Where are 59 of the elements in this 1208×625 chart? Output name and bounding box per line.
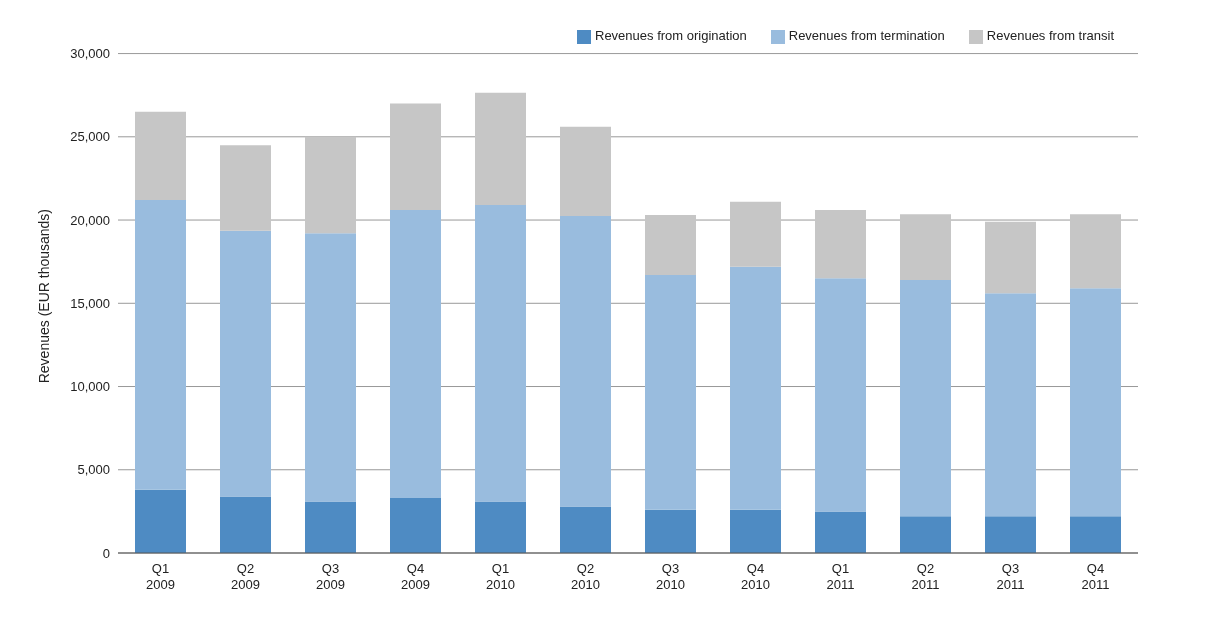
y-tick-label: 5,000 (77, 462, 110, 478)
bar (560, 126, 611, 216)
bar (730, 509, 781, 553)
y-axis-title: Revenues (EUR thousands) (35, 208, 52, 384)
legend-label: Revenues from transit (986, 28, 1114, 43)
bar (645, 509, 696, 553)
bar (1070, 288, 1121, 517)
bar (645, 215, 696, 275)
x-tick-label: Q1 2009 (146, 561, 175, 592)
y-tick-label: 30,000 (70, 46, 110, 62)
bar (985, 221, 1036, 294)
bar (730, 266, 781, 510)
x-tick-label: Q1 2010 (486, 561, 515, 592)
bar (305, 501, 356, 553)
bar (985, 516, 1036, 553)
bar (900, 214, 951, 280)
x-tick-label: Q3 2011 (996, 561, 1025, 592)
bar (730, 201, 781, 267)
bar (135, 489, 186, 553)
bar (305, 233, 356, 502)
bar (1070, 214, 1121, 289)
x-tick-label: Q3 2009 (316, 561, 345, 592)
bar (135, 111, 186, 201)
x-tick-label: Q2 2011 (911, 561, 940, 592)
x-tick-label: Q2 2010 (571, 561, 600, 592)
bar (305, 136, 356, 234)
bar (1070, 516, 1121, 553)
y-tick-label: 10,000 (70, 379, 110, 395)
bar (645, 274, 696, 510)
bar (815, 278, 866, 512)
x-tick-label: Q4 2011 (1081, 561, 1110, 592)
x-tick-label: Q1 2011 (826, 561, 855, 592)
x-tick-label: Q2 2009 (231, 561, 260, 592)
bar (560, 506, 611, 553)
y-tick-label: 15,000 (70, 295, 110, 311)
bar (985, 293, 1036, 517)
y-tick-label: 20,000 (70, 212, 110, 228)
bar (475, 92, 526, 206)
bar (815, 210, 866, 279)
bar (135, 200, 186, 490)
bar (900, 279, 951, 517)
x-tick-label: Q4 2010 (741, 561, 770, 592)
bar (220, 496, 271, 553)
x-tick-label: Q3 2010 (656, 561, 685, 592)
y-tick-label: 0 (102, 545, 110, 561)
legend-label: Revenues from termination (788, 28, 945, 43)
legend-label: Revenues from origination (595, 28, 747, 43)
bar (220, 145, 271, 231)
x-tick-label: Q4 2009 (401, 561, 430, 592)
bar (475, 501, 526, 553)
bar (390, 210, 441, 499)
bar (475, 205, 526, 502)
bar (815, 511, 866, 553)
bar (220, 230, 271, 497)
bar (900, 516, 951, 553)
bar (390, 103, 441, 211)
bar (390, 498, 441, 553)
bar (560, 215, 611, 507)
y-tick-label: 25,000 (70, 129, 110, 145)
